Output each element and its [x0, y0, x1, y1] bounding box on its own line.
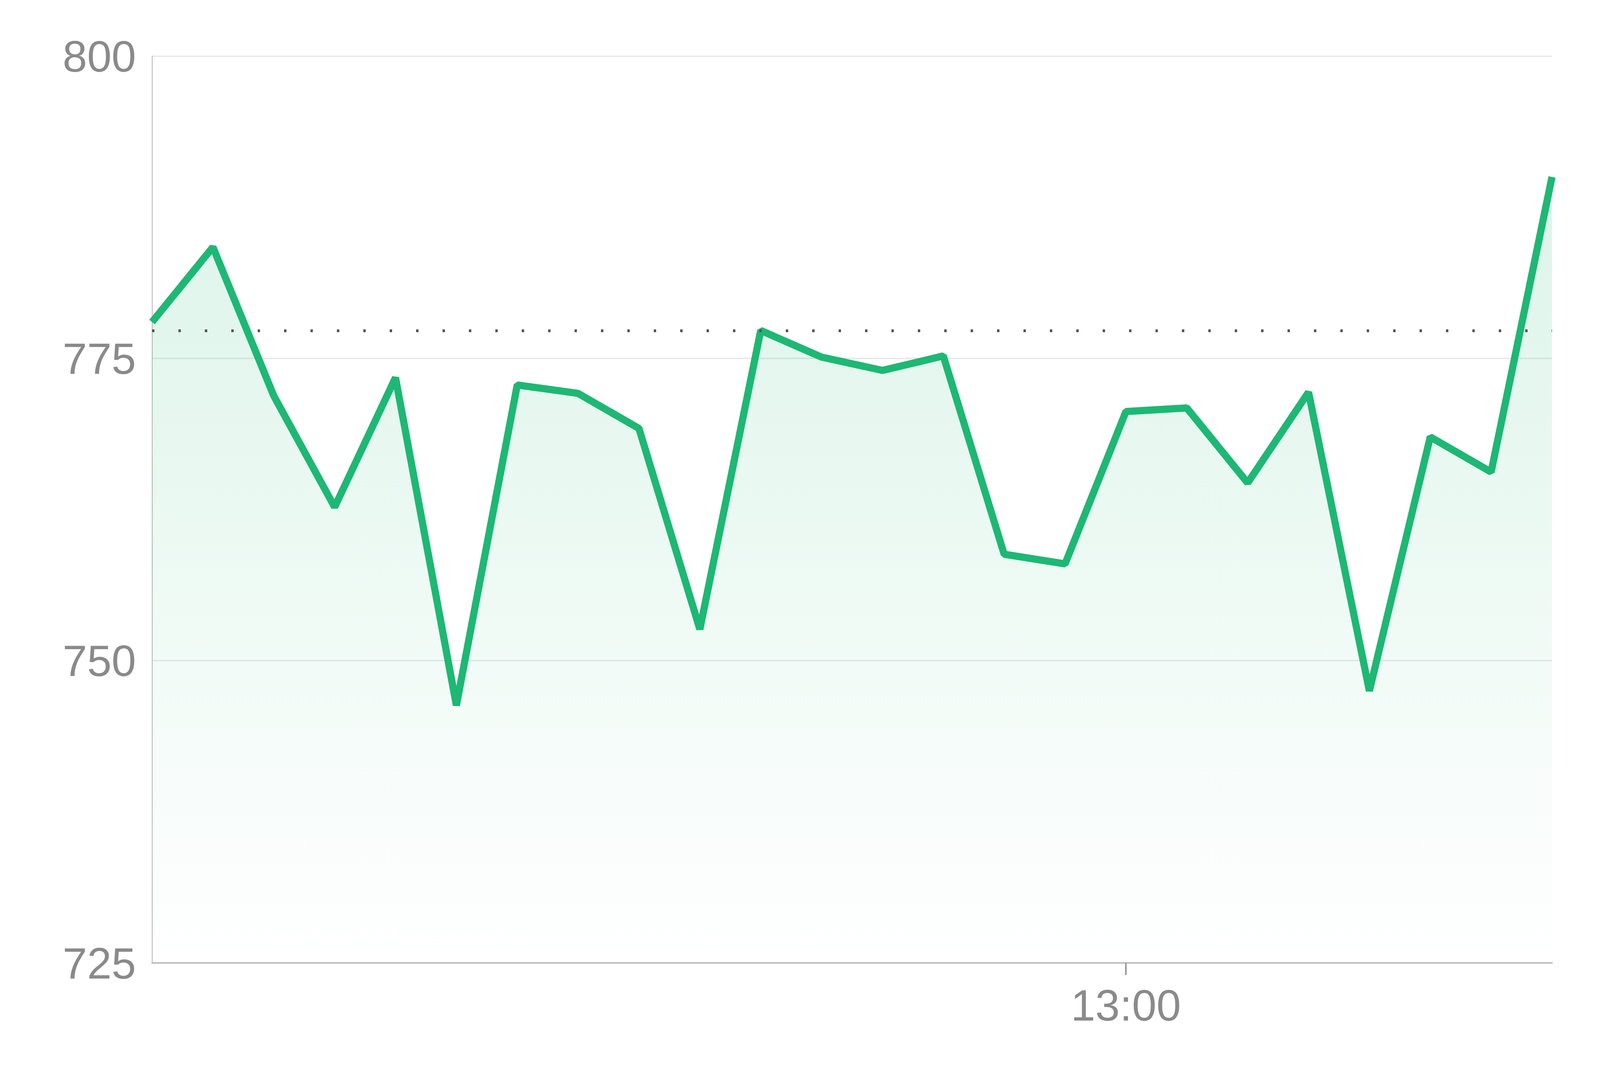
svg-text:725: 725 [62, 938, 137, 988]
svg-text:800: 800 [62, 31, 137, 81]
svg-text:13:00: 13:00 [1070, 980, 1181, 1030]
svg-text:750: 750 [62, 635, 137, 685]
svg-text:775: 775 [62, 333, 137, 383]
